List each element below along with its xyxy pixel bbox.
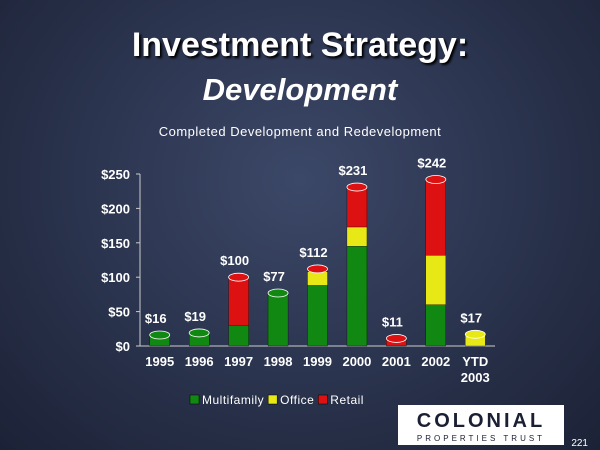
logo-box (398, 405, 564, 445)
legend-swatch (267, 394, 278, 405)
logo-text: COLONIAL (417, 410, 545, 432)
bar-segment (425, 179, 446, 256)
bar-segment (307, 271, 328, 286)
total-label: $19 (184, 309, 206, 324)
y-tick-label: $50 (108, 305, 130, 320)
legend-label: Retail (330, 393, 364, 407)
subtitle: Completed Development and Redevelopment (159, 124, 442, 139)
bar-segment (228, 325, 249, 347)
y-tick-label: $200 (101, 201, 130, 216)
legend-swatch (318, 394, 328, 405)
bar-segment (346, 186, 368, 228)
logo-subtext: PROPERTIES TRUST (417, 434, 545, 443)
y-tick-label: $150 (101, 236, 130, 251)
bar-segment (307, 285, 328, 347)
total-label: $112 (299, 245, 327, 260)
total-label: $231 (338, 163, 367, 178)
total-label: $17 (460, 310, 482, 325)
bar-segment (425, 304, 446, 347)
x-tick-label: 1996 (184, 354, 214, 369)
x-tick-label: 1997 (224, 354, 254, 369)
title-emphasis: Development (203, 72, 399, 107)
bar-segment (228, 277, 249, 326)
y-tick-label: $0 (116, 339, 130, 354)
x-tick-label: 1999 (303, 354, 332, 369)
bar-cap (425, 175, 447, 184)
bar-cap (346, 182, 368, 192)
bar-cap (228, 272, 250, 282)
y-tick-label: $100 (101, 270, 130, 285)
bar-segment (346, 246, 368, 347)
page-number: 221 (571, 438, 588, 449)
bar-cap (267, 288, 289, 298)
x-tick-label: 2001 (381, 354, 411, 369)
x-tick-label: YTD 2003 (460, 354, 490, 385)
bar-segment (346, 226, 368, 247)
bar-segment (425, 255, 446, 305)
bar-cap (149, 330, 171, 340)
total-label: $11 (382, 314, 403, 329)
legend-swatch (189, 394, 200, 405)
title: Investment Strategy: (132, 26, 468, 64)
x-tick-label: 2002 (421, 354, 451, 369)
total-label: $100 (220, 253, 249, 268)
y-tick-label: $250 (101, 167, 130, 182)
bar-cap (464, 329, 486, 339)
bar-cap (385, 334, 407, 343)
x-tick-label: 2000 (342, 354, 372, 369)
total-label: $77 (263, 269, 285, 284)
bar-segment (267, 292, 289, 347)
total-label: $242 (417, 156, 446, 171)
legend-label: Office (280, 393, 314, 407)
x-tick-label: 1995 (145, 354, 175, 369)
total-label: $16 (145, 311, 167, 326)
bar-cap (188, 328, 210, 338)
bar-cap (307, 264, 328, 274)
x-tick-label: 1998 (263, 354, 293, 369)
legend-label: Multifamily (202, 393, 264, 407)
